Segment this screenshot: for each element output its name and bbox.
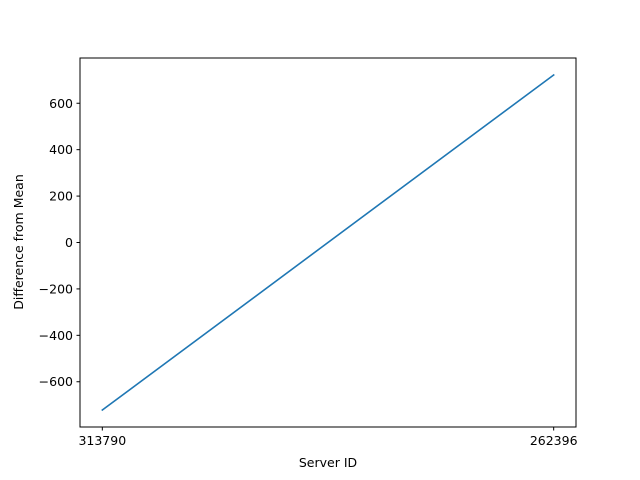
x-tick-label: 262396 [530,433,578,448]
y-axis-ticks: −600 −400 −200 0 200 400 600 [39,96,80,389]
y-tick-label: −600 [39,374,73,389]
x-axis-label: Server ID [299,455,357,470]
y-axis-label: Difference from Mean [11,174,26,310]
y-tick-label: 600 [49,96,73,111]
y-tick-label: −200 [39,281,73,296]
y-tick-label: 400 [49,142,73,157]
series-layer [101,73,555,412]
y-tick-label: 0 [65,235,73,250]
series-line [101,73,555,412]
y-tick-label: 200 [49,189,73,204]
y-tick-label: −400 [39,328,73,343]
x-axis-ticks: 313790 262396 [78,427,578,448]
x-tick-label: 313790 [78,433,126,448]
